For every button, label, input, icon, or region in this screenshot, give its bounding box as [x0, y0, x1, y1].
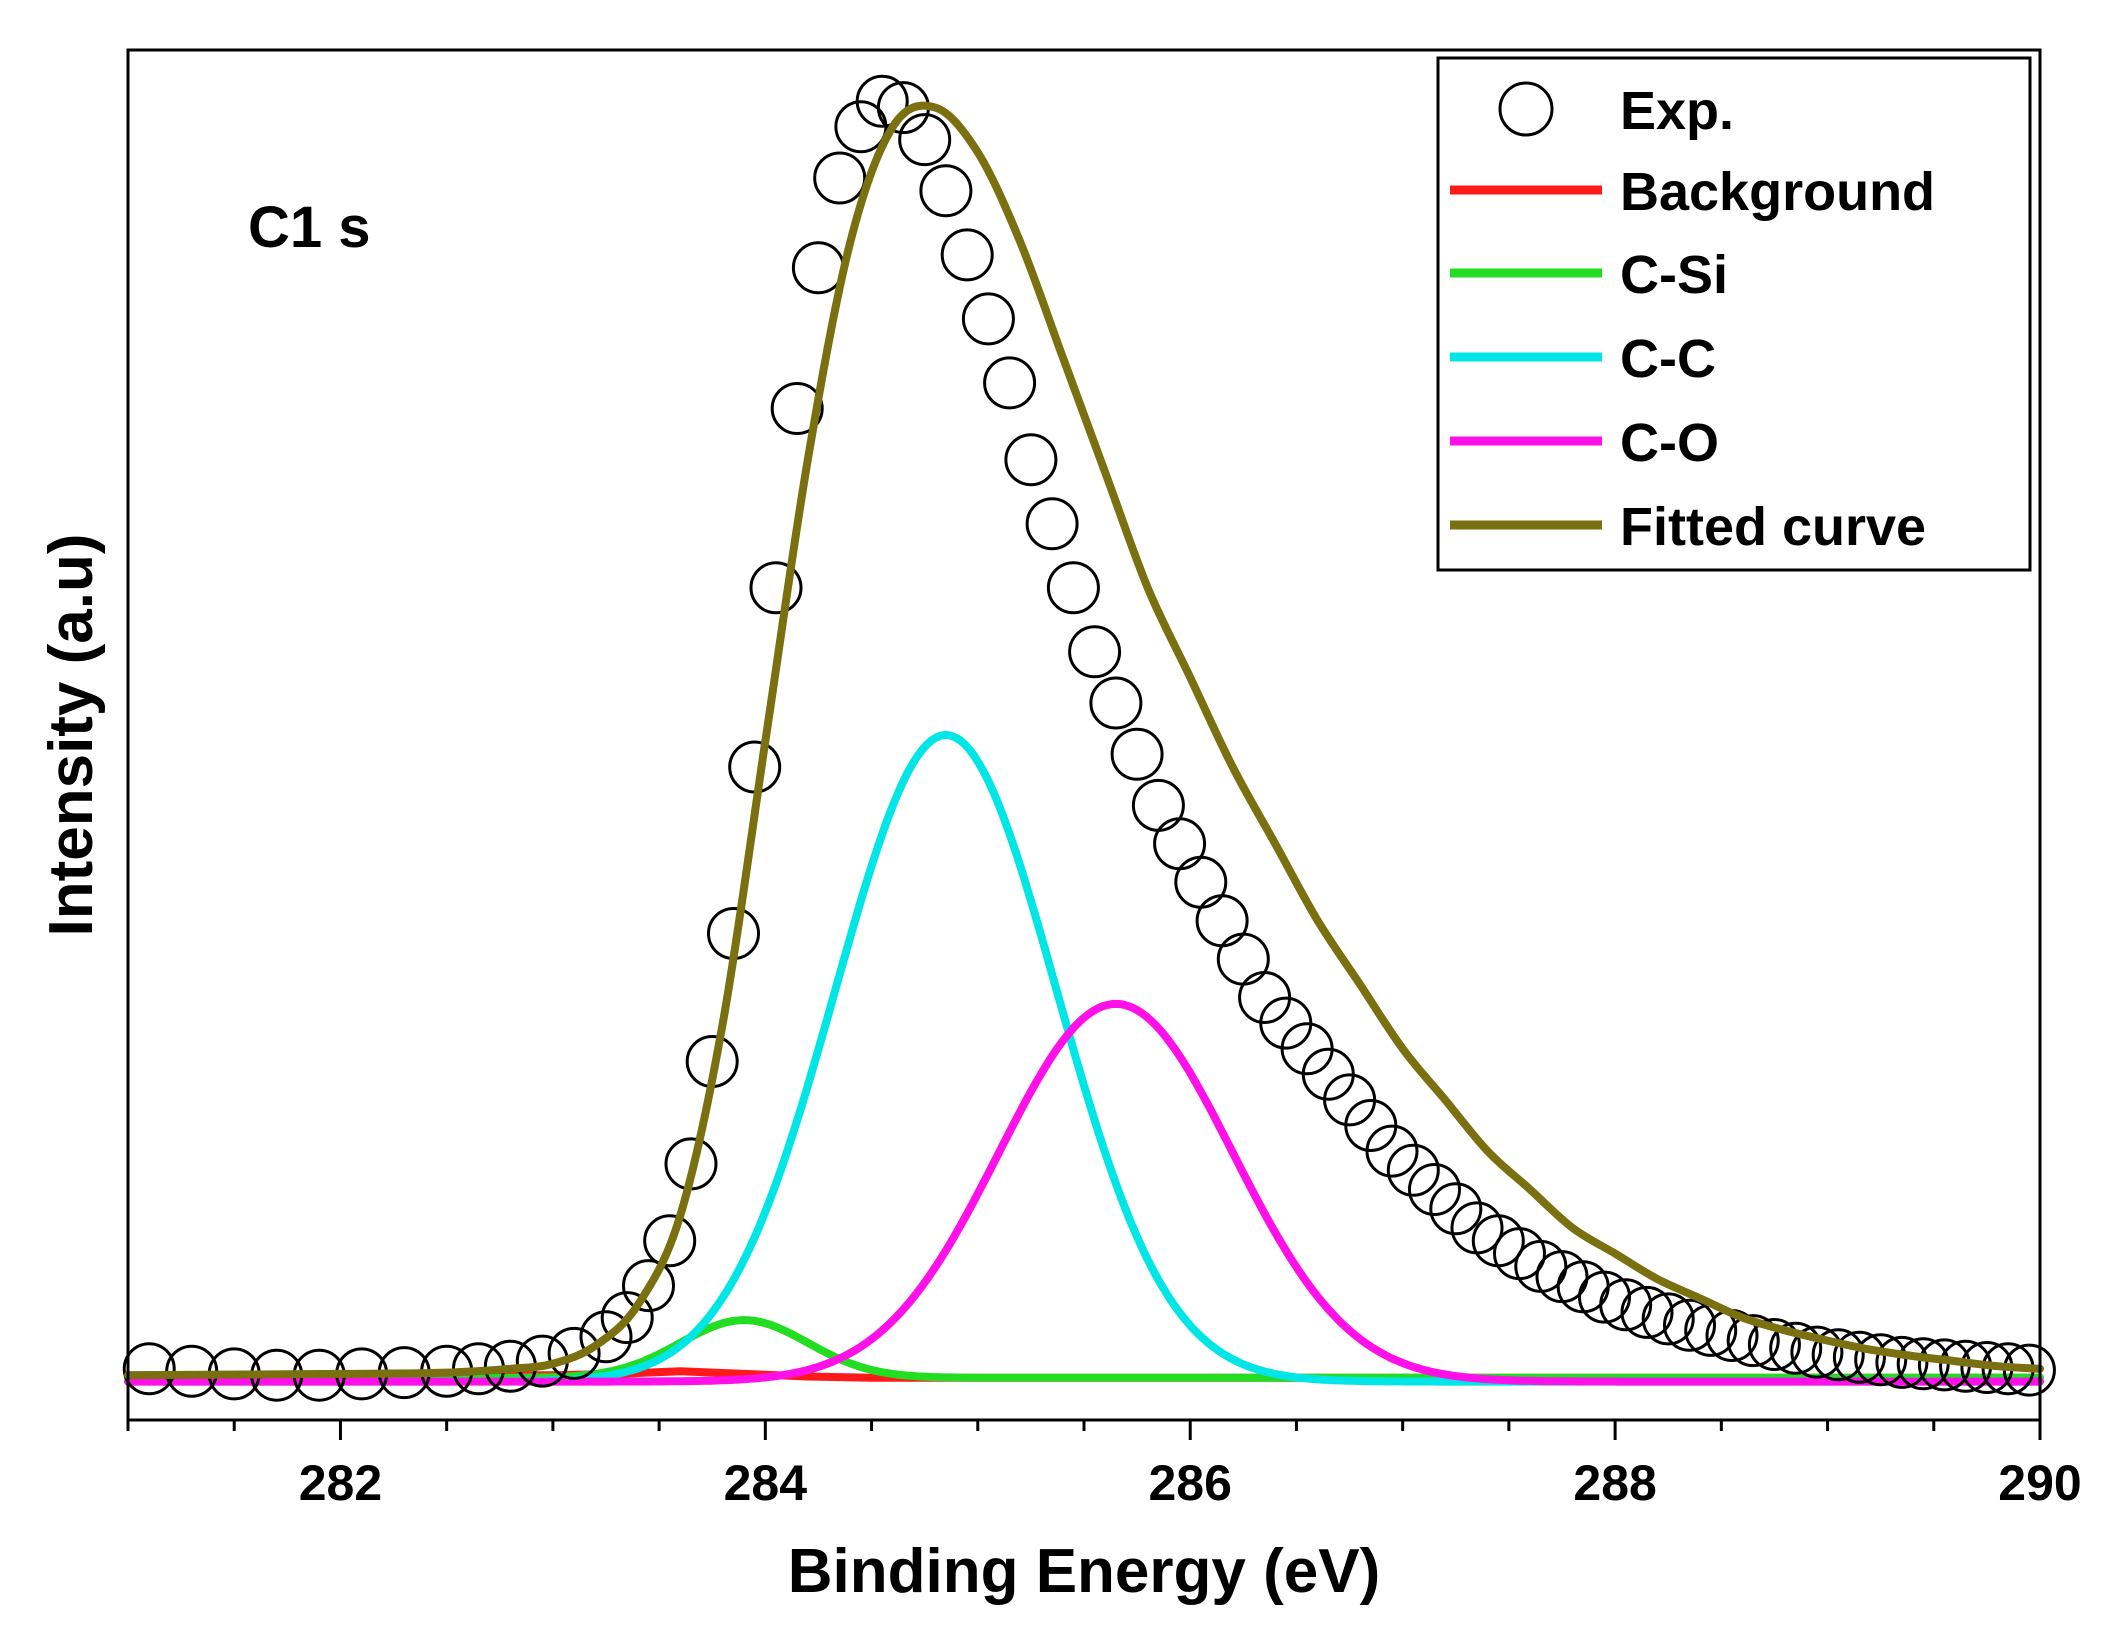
exp-data-point: [1046, 561, 1100, 615]
exp-data-point: [1790, 1325, 1844, 1379]
exp-data-point: [1875, 1335, 1929, 1389]
exp-data-point: [919, 164, 973, 218]
x-tick-label: 286: [1149, 1455, 1232, 1511]
exp-data-point: [940, 228, 994, 282]
y-axis-title: Intensity (a.u): [37, 533, 106, 936]
exp-data-point: [1854, 1333, 1908, 1387]
exp-data-point: [1663, 1298, 1716, 1352]
exp-data-point: [1811, 1328, 1865, 1382]
legend-label-background: Background: [1620, 162, 1935, 222]
ticks-layer: 282 284 286 288 290: [126, 1420, 2082, 1511]
series-c-o-line: [124, 999, 2044, 1386]
x-axis-title: Binding Energy (eV): [788, 1537, 1380, 1606]
exp-data-point: [1578, 1270, 1631, 1324]
exp-data-point: [983, 356, 1037, 410]
exp-data-point: [1068, 625, 1122, 679]
exp-data-point: [898, 113, 952, 167]
exp-data-point: [579, 1310, 633, 1364]
legend-label-exp: Exp.: [1620, 81, 1734, 141]
x-tick-label: 290: [1998, 1455, 2081, 1511]
x-tick-label: 282: [299, 1455, 382, 1511]
exp-data-point: [1641, 1292, 1695, 1346]
exp-data-point: [1726, 1314, 1780, 1368]
exp-data-point: [855, 74, 909, 128]
exp-data-point: [1832, 1330, 1886, 1384]
legend-label-c-si: C-Si: [1620, 245, 1728, 305]
series-fitted-curve-line: [124, 101, 2044, 1380]
exp-data-point: [1386, 1143, 1440, 1197]
exp-data-point: [749, 561, 803, 615]
exp-data-point: [1429, 1182, 1483, 1236]
legend-label-fitted-curve: Fitted curve: [1620, 497, 1926, 557]
exp-data-point: [643, 1214, 697, 1268]
exp-data-point: [547, 1326, 601, 1380]
legend-box: [1436, 56, 2032, 572]
legend-label-c-c: C-C: [1620, 329, 1716, 389]
x-tick-label: 284: [724, 1455, 808, 1511]
legend-marker-exp: [1498, 81, 1554, 137]
exp-data-point: [1110, 727, 1164, 781]
exp-data-point: [1089, 676, 1143, 730]
legend: Exp. Background C-Si C-C C-O Fitted curv…: [1436, 56, 2032, 572]
series-layer: [122, 74, 2056, 1402]
annotation-c1s: C1 s: [248, 195, 371, 260]
exp-data-point: [600, 1291, 654, 1345]
exp-data-point: [813, 151, 867, 205]
exp-data-point: [1599, 1278, 1653, 1332]
exp-data-point: [122, 1342, 176, 1396]
legend-label-c-o: C-O: [1620, 413, 1719, 473]
exp-data-point: [1365, 1124, 1419, 1178]
exp-data-point: [1025, 497, 1079, 551]
exp-data-point: [1769, 1321, 1823, 1375]
exp-data-point: [1408, 1163, 1461, 1216]
x-tick-label: 288: [1573, 1455, 1656, 1511]
exp-data-point: [622, 1259, 675, 1313]
exp-data-point: [961, 292, 1015, 346]
exp-data-point: [1747, 1318, 1801, 1371]
exp-data-point: [770, 382, 824, 435]
exp-data-point: [1620, 1285, 1674, 1339]
exp-data-point: [1004, 433, 1058, 487]
